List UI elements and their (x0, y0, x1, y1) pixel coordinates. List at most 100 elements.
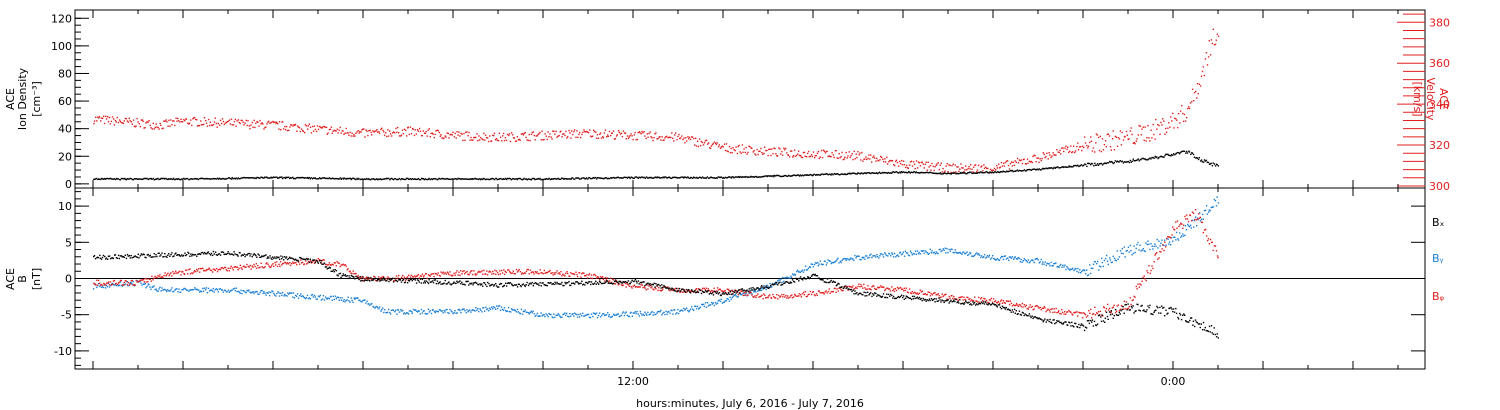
bz-series-point (711, 290, 714, 292)
velocity-series-point (730, 147, 732, 150)
velocity-series-point (992, 169, 994, 171)
bz-series-point (773, 296, 775, 298)
by-series-point (364, 299, 366, 301)
by-series-point (267, 292, 269, 295)
bz-series-point (794, 293, 796, 296)
by-series-point (552, 316, 554, 319)
by-series-point (1089, 264, 1091, 266)
density-series-point (959, 172, 961, 175)
by-series-point (324, 296, 327, 298)
density-tick-label: 60 (58, 95, 72, 108)
by-series-point (659, 311, 661, 313)
velocity-series-point (931, 162, 933, 165)
velocity-series-point (378, 132, 381, 134)
velocity-series-point (1045, 155, 1047, 158)
density-series-point (1145, 159, 1147, 161)
by-series-point (1145, 242, 1147, 244)
by-series-point (891, 252, 893, 254)
velocity-series-point (612, 130, 615, 132)
by-series-point (1018, 257, 1021, 260)
density-series-point (1126, 161, 1129, 163)
by-series-point (300, 295, 303, 298)
density-series-point (734, 176, 736, 178)
density-series-point (799, 174, 802, 176)
bz-series-point (134, 284, 136, 286)
bz-series-point (558, 272, 560, 274)
density-series-point (882, 171, 884, 174)
density-series-point (227, 177, 230, 179)
density-series-point (120, 177, 123, 180)
density-series-point (1094, 162, 1096, 164)
velocity-series-point (181, 121, 184, 123)
density-series-point (317, 178, 320, 180)
velocity-series-point (704, 140, 707, 142)
by-series-point (1043, 263, 1045, 265)
velocity-series-point (606, 136, 608, 138)
velocity-series-point (466, 131, 468, 133)
bz-series-point (1030, 306, 1032, 308)
density-series-point (759, 176, 761, 178)
bz-series-point (933, 292, 935, 294)
density-series-point (229, 177, 231, 180)
bz-series-point (710, 289, 713, 292)
velocity-series-point (249, 128, 251, 130)
by-series-point (1028, 262, 1030, 264)
velocity-series-point (556, 136, 558, 138)
by-series-point (703, 303, 705, 305)
by-series-point (371, 302, 373, 305)
by-series-point (1129, 244, 1131, 247)
density-series-point (359, 178, 361, 181)
by-series-point (1203, 210, 1206, 212)
bz-series-point (508, 269, 510, 271)
density-series-point (635, 176, 637, 178)
by-series-point (210, 289, 213, 291)
bz-series-point (233, 266, 235, 268)
velocity-series-point (265, 126, 267, 128)
velocity-series-point (907, 167, 909, 170)
bz-series-point (762, 298, 764, 300)
density-series-point (845, 173, 847, 176)
by-series-point (1209, 210, 1211, 212)
by-series-point (497, 307, 499, 310)
by-series-point (901, 253, 904, 255)
density-series-point (1191, 152, 1194, 154)
velocity-series-point (325, 126, 328, 129)
velocity-series-point (544, 133, 546, 135)
by-series-point (419, 313, 422, 315)
velocity-series-point (951, 165, 953, 167)
by-series-point (607, 312, 609, 314)
by-series-point (774, 282, 776, 285)
velocity-series-point (595, 131, 597, 133)
density-series-point (889, 172, 892, 174)
velocity-series-point (665, 136, 667, 138)
by-series-point (299, 294, 301, 297)
velocity-series-point (1161, 124, 1163, 126)
by-series-point (1041, 263, 1043, 265)
velocity-series-point (949, 164, 951, 167)
density-series-point (678, 177, 681, 179)
by-series-point (453, 311, 455, 314)
density-series-point (566, 178, 568, 180)
bx-series-point (133, 255, 135, 258)
by-series-point (227, 289, 230, 291)
by-series-point (610, 316, 613, 318)
bz-series-point (790, 295, 792, 297)
by-series-point (918, 251, 920, 254)
by-series-point (388, 308, 390, 311)
velocity-series-point (1051, 155, 1053, 157)
bx-series-point (285, 257, 287, 259)
density-series-point (847, 172, 849, 175)
density-series-point (1065, 166, 1067, 168)
velocity-series-point (452, 131, 454, 133)
by-series-point (1196, 225, 1198, 227)
by-series-point (1202, 218, 1204, 220)
density-series-point (997, 171, 999, 173)
bx-series-point (292, 257, 294, 260)
bz-series-point (1028, 306, 1030, 308)
bz-series-point (1087, 315, 1089, 317)
by-series-point (292, 296, 294, 298)
velocity-series-point (635, 138, 637, 141)
by-series-point (624, 312, 626, 314)
by-series-point (842, 258, 844, 260)
